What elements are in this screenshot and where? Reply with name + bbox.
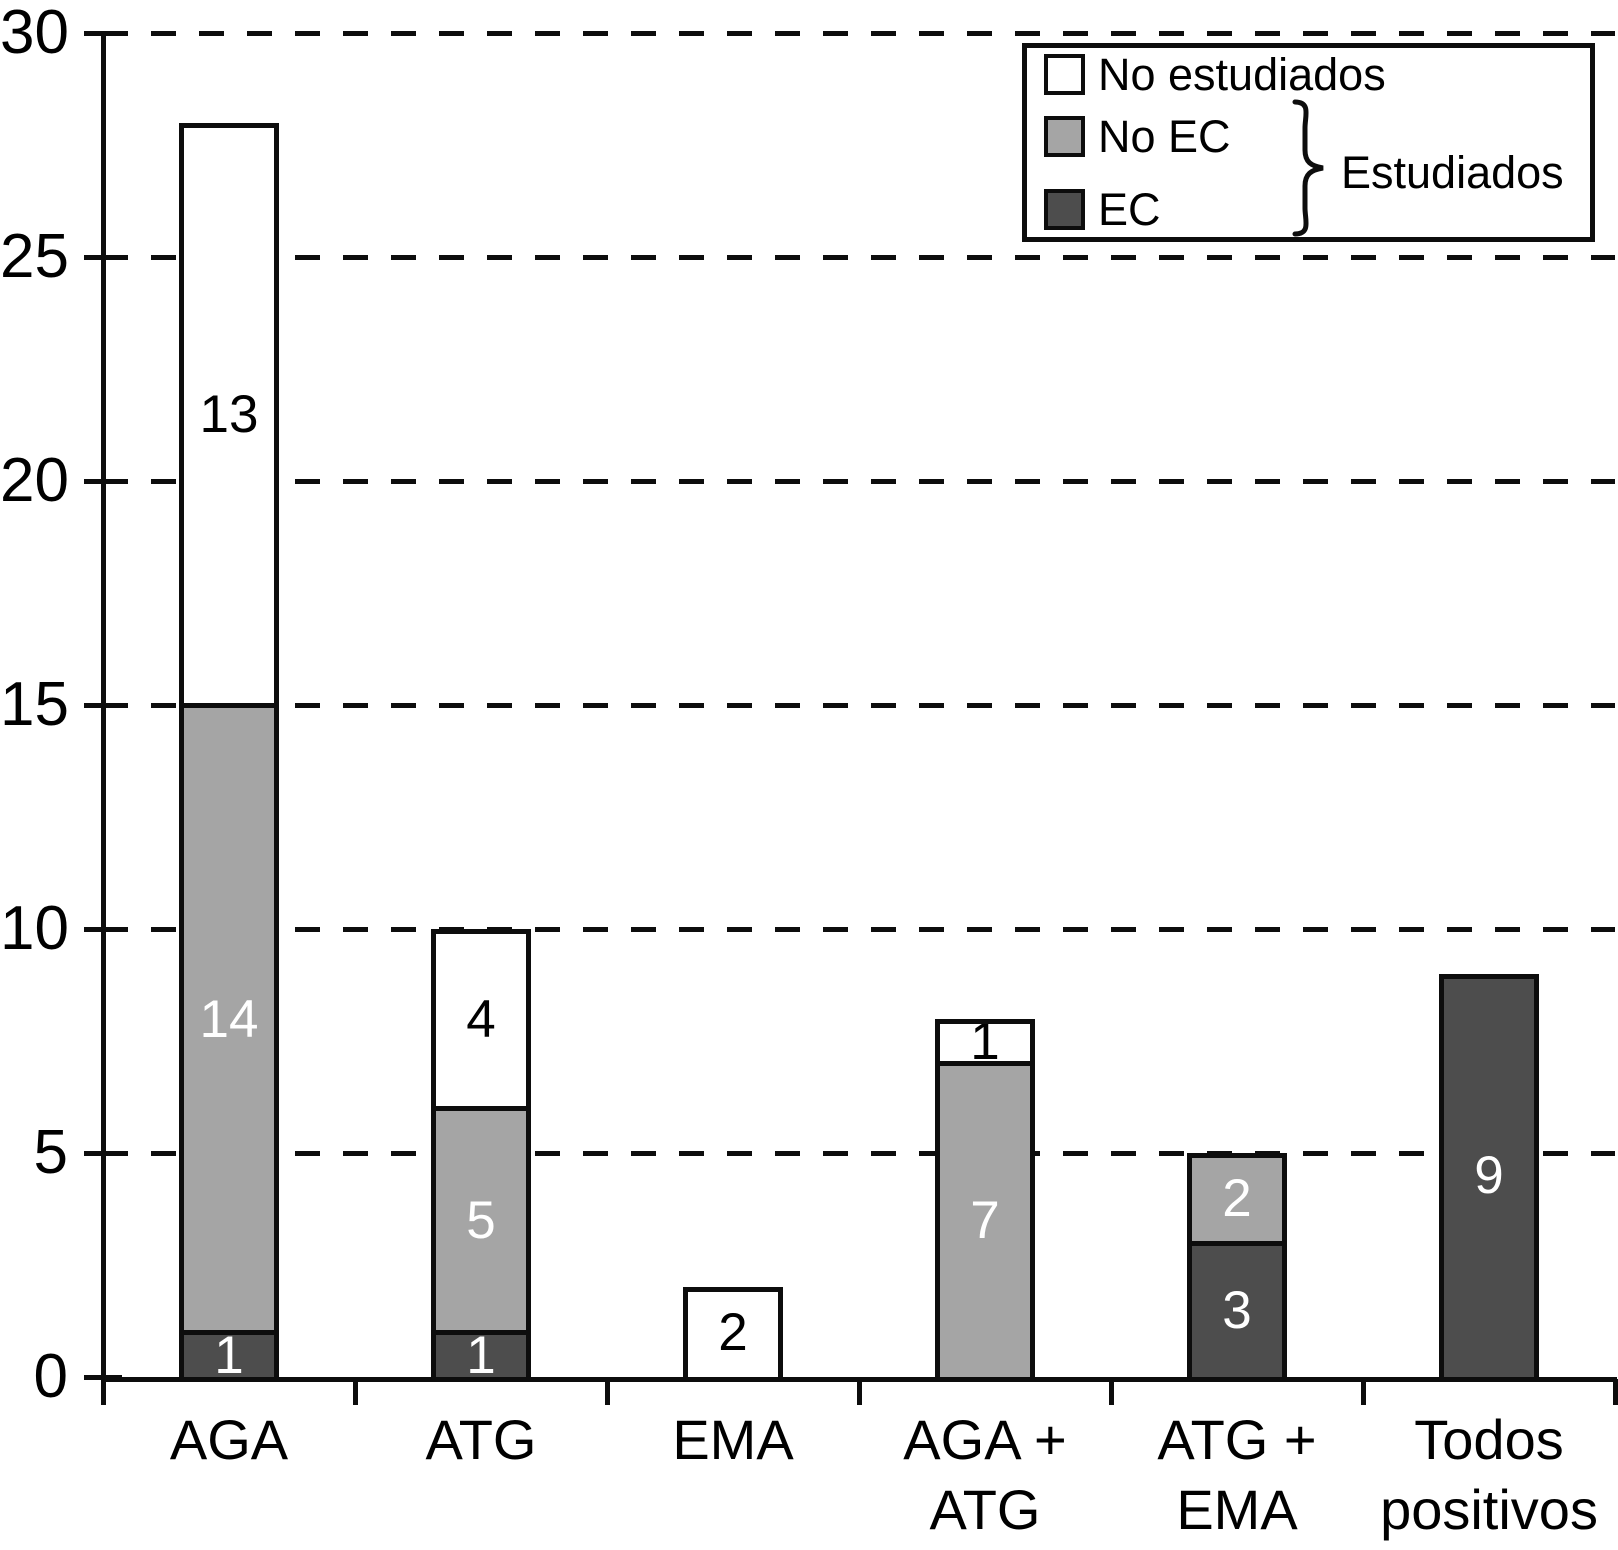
y-axis-line — [101, 31, 106, 1382]
bar-segment-no-ec — [1187, 1153, 1287, 1243]
y-tick-label: 0 — [33, 1342, 68, 1411]
brace-icon — [1292, 99, 1324, 237]
bar-segment-no-estudiados — [179, 122, 279, 705]
y-tick-label: 30 — [0, 0, 69, 67]
bar-segment-ec — [1187, 1242, 1287, 1377]
x-axis-category-label: Todos positivos — [1380, 1408, 1598, 1541]
x-tick — [605, 1379, 610, 1405]
bar-segment-divider — [179, 703, 279, 708]
legend-label-ec: EC — [1098, 183, 1161, 235]
bar-outline — [431, 929, 531, 1382]
bar-value-label: 2 — [718, 1303, 748, 1363]
legend-group-label: Estudiados — [1341, 147, 1564, 198]
bar-outline — [1439, 973, 1539, 1382]
bar-segment-divider — [179, 1330, 279, 1336]
bar-value-label: 13 — [199, 384, 259, 444]
bar-segment-ec — [1439, 973, 1539, 1377]
bar-segment-divider — [431, 1330, 531, 1336]
x-tick — [857, 1379, 862, 1405]
legend-swatch-no-ec — [1044, 115, 1085, 157]
x-tick — [1613, 1379, 1618, 1405]
bar-outline — [683, 1287, 783, 1382]
x-tick — [353, 1379, 358, 1405]
bar-value-label: 1 — [466, 1325, 496, 1385]
bar-value-label: 14 — [199, 989, 259, 1049]
legend-label-no-estudiados: No estudiados — [1098, 48, 1386, 100]
bar-outline — [935, 1018, 1035, 1382]
gridline — [103, 927, 1615, 932]
gridline — [103, 1151, 1615, 1156]
y-tick-label: 10 — [0, 894, 69, 963]
bar-segment-divider — [935, 1061, 1035, 1067]
legend-swatch-ec — [1044, 188, 1085, 230]
legend-entry-no-ec: No EC — [1044, 110, 1231, 162]
bar-value-label: 3 — [1222, 1280, 1252, 1340]
bar-value-label: 5 — [466, 1191, 496, 1251]
bar-value-label: 2 — [1222, 1168, 1252, 1228]
bar-segment-no-ec — [935, 1063, 1035, 1377]
x-axis-line — [101, 1377, 1617, 1382]
y-tick-label: 25 — [0, 222, 69, 291]
legend-entry-no-estudiados: No estudiados — [1044, 48, 1386, 100]
x-tick — [1109, 1379, 1114, 1405]
gridline — [103, 255, 1615, 260]
x-axis-category-label: AGA + ATG — [903, 1408, 1067, 1541]
x-tick — [1361, 1379, 1366, 1405]
bar-outline — [179, 122, 279, 1382]
y-tick-label: 20 — [0, 446, 69, 515]
x-axis-category-label: EMA — [672, 1408, 794, 1471]
x-axis-category-label: ATG + EMA — [1157, 1408, 1317, 1541]
x-axis-category-label: AGA — [169, 1408, 289, 1471]
legend-swatch-no-estudiados — [1044, 53, 1085, 95]
bar-segment-no-estudiados — [431, 929, 531, 1109]
bar-segment-no-estudiados — [683, 1287, 783, 1377]
bar-outline — [1187, 1153, 1287, 1382]
gridline — [103, 479, 1615, 484]
bar-segment-no-estudiados — [935, 1018, 1035, 1064]
x-tick — [101, 1379, 106, 1405]
bar-segment-ec — [431, 1332, 531, 1377]
bar-segment-divider — [431, 1106, 531, 1112]
bar-segment-no-ec — [179, 705, 279, 1333]
bar-value-label: 4 — [466, 989, 496, 1049]
bar-value-label: 7 — [970, 1191, 1000, 1251]
y-tick-label: 5 — [33, 1118, 68, 1187]
bar-segment-ec — [179, 1332, 279, 1377]
bar-segment-divider — [1187, 1240, 1287, 1246]
legend: No estudiados No EC EC Estudiados — [1022, 43, 1595, 242]
bar-segment-no-ec — [431, 1108, 531, 1333]
bar-value-label: 1 — [970, 1012, 1000, 1071]
bar-value-label: 9 — [1474, 1146, 1504, 1206]
legend-label-no-ec: No EC — [1098, 110, 1231, 162]
bar-value-label: 1 — [214, 1325, 244, 1385]
gridline — [103, 31, 1615, 36]
x-axis-category-label: ATG — [425, 1408, 537, 1471]
legend-entry-ec: EC — [1044, 183, 1161, 235]
gridline — [103, 703, 1615, 708]
y-tick-label: 15 — [0, 670, 69, 739]
